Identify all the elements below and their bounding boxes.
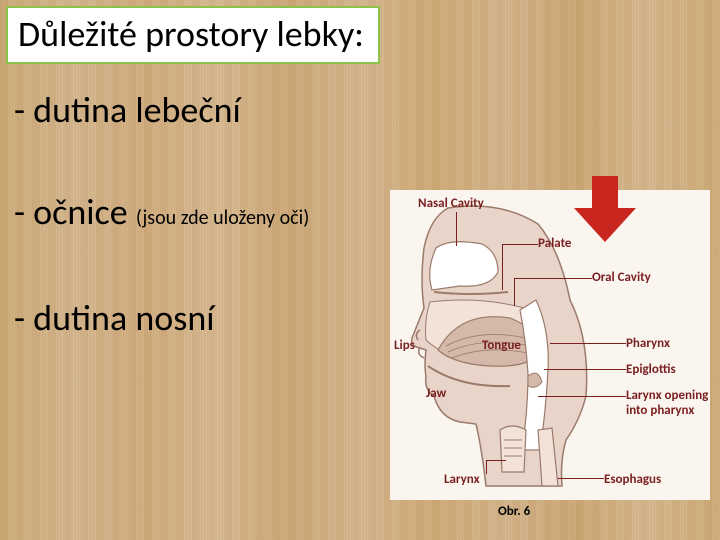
bullet-cranial-cavity: - dutina lebeční (14, 88, 241, 132)
bullet-nasal-cavity: - dutina nosní (14, 296, 215, 340)
label-pharynx: Pharynx (626, 336, 670, 351)
label-larynx: Larynx (444, 472, 480, 487)
leader-larynx-open (538, 396, 626, 397)
bullet-orbits: - očnice (jsou zde uloženy oči) (14, 190, 309, 234)
leader-epiglottis (544, 369, 626, 370)
label-esophagus: Esophagus (604, 472, 661, 487)
label-nasal-cavity: Nasal Cavity (418, 196, 484, 211)
leader-oral (514, 278, 592, 279)
label-larynx-opening-1: Larynx opening (626, 388, 708, 403)
leader-larynx-h (486, 460, 506, 461)
leader-palate-h (502, 244, 538, 245)
leader-esophagus (558, 478, 604, 479)
leader-larynx-v (486, 460, 487, 474)
label-jaw: Jaw (426, 386, 446, 401)
figure-caption: Obr. 6 (498, 504, 530, 519)
label-oral-cavity: Oral Cavity (592, 270, 651, 285)
label-larynx-opening-2: into pharynx (626, 403, 694, 418)
leader-palate-v (502, 244, 503, 290)
leader-pharynx (550, 343, 626, 344)
leader-nasal (456, 212, 457, 246)
bullet-orbits-note: (jsou zde uloženy oči) (136, 206, 309, 230)
label-lips: Lips (394, 338, 415, 353)
bullet-orbits-main: - očnice (14, 190, 136, 234)
anatomy-diagram: Nasal Cavity Palate Oral Cavity Lips Ton… (390, 190, 710, 500)
red-arrow-icon (570, 176, 640, 246)
leader-oral-v (514, 278, 515, 306)
label-palate: Palate (538, 236, 571, 251)
slide-title: Důležité prostory lebky: (6, 6, 380, 64)
label-epiglottis: Epiglottis (626, 362, 676, 377)
label-tongue: Tongue (482, 338, 521, 353)
